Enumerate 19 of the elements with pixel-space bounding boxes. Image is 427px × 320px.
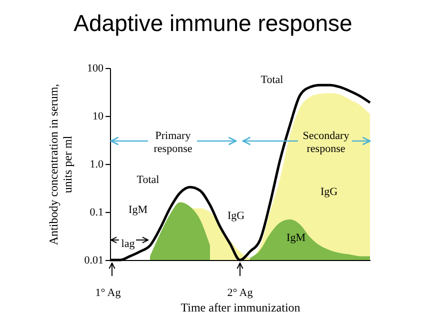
x-axis-title: Time after immunization xyxy=(180,300,300,314)
annotation: lag xyxy=(121,238,136,250)
y-tick-label: 100 xyxy=(87,62,104,74)
y-tick-label: 0.01 xyxy=(84,254,104,266)
annotation: Secondary response xyxy=(302,130,350,155)
text: IgM xyxy=(128,204,148,216)
text: 1° Ag xyxy=(95,287,122,299)
text: 2° Ag xyxy=(227,287,254,299)
text: IgG xyxy=(320,186,338,198)
annotation: Primary response xyxy=(154,130,192,155)
series-label: Total xyxy=(260,74,284,86)
series-label: IgG xyxy=(227,210,245,222)
chart-title: Adaptive immune response xyxy=(74,10,352,36)
y-tick-label: 0.1 xyxy=(90,206,104,218)
text: Total xyxy=(136,174,160,186)
series-label: IgM xyxy=(286,232,306,244)
y-tick-label: 1.0 xyxy=(90,158,104,170)
y-tick-label: 10 xyxy=(92,110,104,122)
y-axis-title: Antibody concentration in serum, units per ml xyxy=(46,84,74,246)
